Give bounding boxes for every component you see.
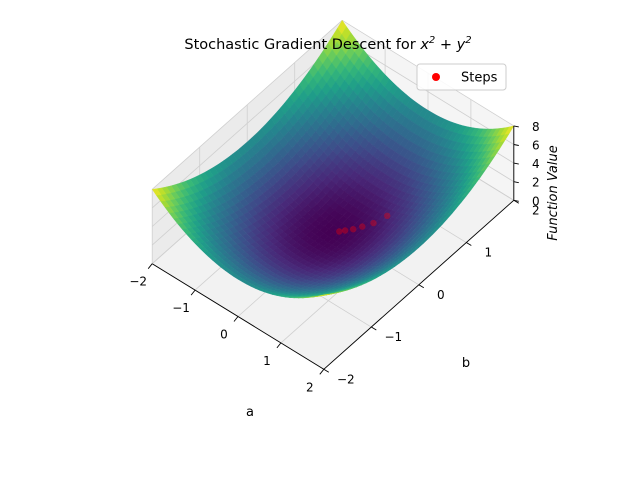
y-tick-mark [466,242,472,246]
y-tick-label: 1 [484,246,492,260]
x-tick-label: 1 [263,354,271,368]
steps-points [336,212,391,235]
surface-plot [151,19,515,299]
x-tick-label: 2 [306,380,314,394]
surface-patch [319,294,329,297]
z-tick-mark [513,125,519,128]
x-tick-label: −2 [129,275,147,289]
y-tick-label: 0 [437,288,445,302]
x-tick-mark [147,263,153,269]
z-tick-label: 6 [532,139,540,153]
z-tick-mark [513,199,519,202]
step-point [336,228,343,235]
chart-title-math: x2 + y2 [419,35,471,53]
x-tick-mark [276,342,282,349]
y-tick-mark [371,326,377,331]
z-tick-mark [513,162,519,165]
step-point [370,219,377,227]
legend-label-steps: Steps [461,71,498,86]
chart-title-text: Stochastic Gradient Descent for [184,37,420,53]
grid-line-z-left [151,38,343,209]
z-tick-mark [513,181,519,184]
z-tick-label: 2 [532,176,540,190]
x-tick-mark [233,316,239,322]
step-point [341,227,349,234]
grid-line-z-back [341,38,515,145]
z-axis-label: Function Value [546,145,561,241]
chart-title: Stochastic Gradient Descent for x2 + y2 [184,35,471,53]
step-point [384,212,391,219]
axis-lines [147,125,520,375]
x-tick-label: 0 [220,328,228,342]
step-point [359,223,366,230]
legend-frame [416,63,507,91]
y-tick-label: −1 [384,330,402,344]
z-tick-label: 8 [532,120,540,134]
legend-marker-steps [432,73,440,81]
y-tick-label: 2 [532,203,540,217]
x-tick-mark [319,369,325,375]
y-tick-label: −2 [337,372,355,386]
z-tick-label: 0 [532,194,540,208]
step-point [350,226,357,233]
grid-line-z-left [151,20,343,190]
legend: Steps [416,63,507,91]
y-axis-label: b [462,356,470,371]
z-tick-label: 4 [532,157,540,171]
y-tick-mark [418,284,425,289]
x-tick-label: −1 [172,301,190,315]
x-tick-mark [190,289,196,296]
x-axis-label: a [246,405,254,420]
y-tick-mark [323,368,330,373]
z-tick-mark [513,144,519,146]
